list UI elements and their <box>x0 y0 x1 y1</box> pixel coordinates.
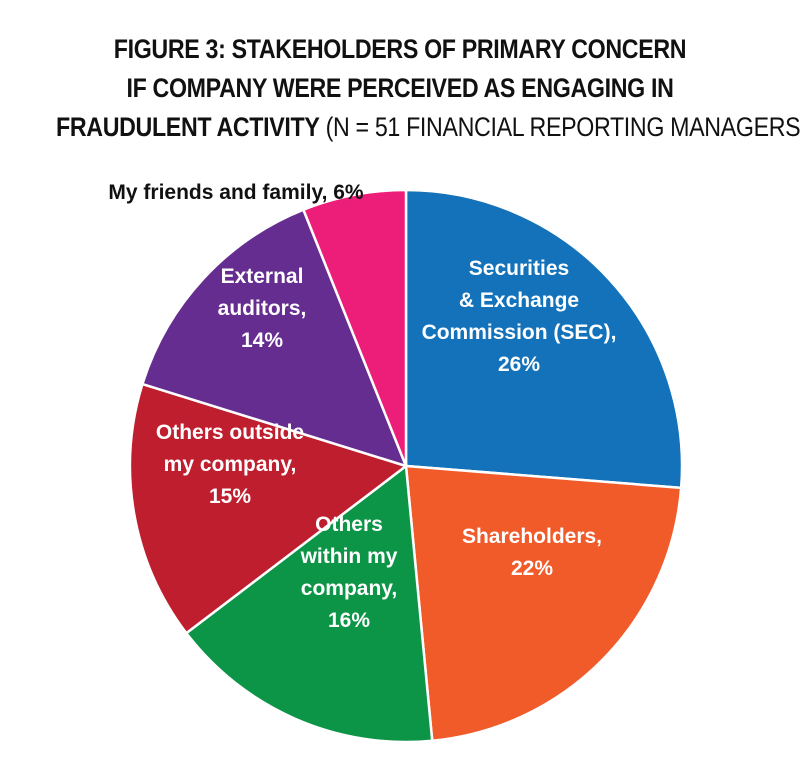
chart-title-line-3: FRAUDULENT ACTIVITY (N = 51 FINANCIAL RE… <box>56 108 800 147</box>
pie-slice-my-friends-and-family <box>302 188 408 468</box>
slice-label-line: within my <box>300 545 398 568</box>
slice-label-others-outside-my-company: Others outside my company, 15% <box>156 421 304 508</box>
chart-title: FIGURE 3: STAKEHOLDERS OF PRIMARY CONCER… <box>56 30 800 147</box>
slice-label-line: 16% <box>328 609 370 632</box>
slice-label-line: & Exchange <box>459 289 579 312</box>
slice-label-shareholders: Shareholders, 22% <box>462 525 602 580</box>
pie-slice-shareholders <box>404 464 683 742</box>
pie-slice-others-outside-my-company <box>128 382 408 635</box>
pie-labels: Securities & Exchange Commission (SEC), 26%… <box>108 181 616 632</box>
slice-label-line: Others outside <box>156 421 304 444</box>
chart-title-line-2: IF COMPANY WERE PERCEIVED AS ENGAGING IN <box>126 73 674 103</box>
chart-title-line-3-bold: FRAUDULENT ACTIVITY <box>56 112 320 142</box>
slice-label-securities-exchange-commission-sec: Securities & Exchange Commission (SEC), 26% <box>422 257 617 376</box>
slice-label-line: 26% <box>498 353 540 376</box>
slice-label-line: 22% <box>511 557 553 580</box>
slice-label-external-auditors: External auditors, 14% <box>218 265 307 352</box>
slice-label-line: Commission (SEC), <box>422 321 617 344</box>
slice-label-line: 15% <box>209 485 251 508</box>
chart-title-line-1: FIGURE 3: STAKEHOLDERS OF PRIMARY CONCER… <box>113 34 687 64</box>
slice-label-line: company, <box>301 577 397 600</box>
slice-label-others-within-my-company: Others within my company, 16% <box>300 513 398 632</box>
pie-slices <box>128 188 684 744</box>
slice-label-line: Securities <box>469 257 569 280</box>
slice-label-line: auditors, <box>218 297 307 320</box>
pie-slice-securities-exchange-commission-sec <box>404 188 684 490</box>
slice-label-line: External <box>221 265 304 288</box>
pie-slice-others-within-my-company <box>185 464 434 744</box>
slice-label-line: My friends and family, 6% <box>108 181 364 204</box>
slice-label-line: Shareholders, <box>462 525 602 548</box>
slice-label-line: Others <box>315 513 383 536</box>
chart-title-line-3-normal: (N = 51 FINANCIAL REPORTING MANAGERS) <box>319 112 800 142</box>
slice-label-my-friends-and-family: My friends and family, 6% <box>108 181 364 204</box>
slice-label-line: my company, <box>164 453 297 476</box>
slice-label-line: 14% <box>241 329 283 352</box>
pie-slice-external-auditors <box>141 208 408 468</box>
